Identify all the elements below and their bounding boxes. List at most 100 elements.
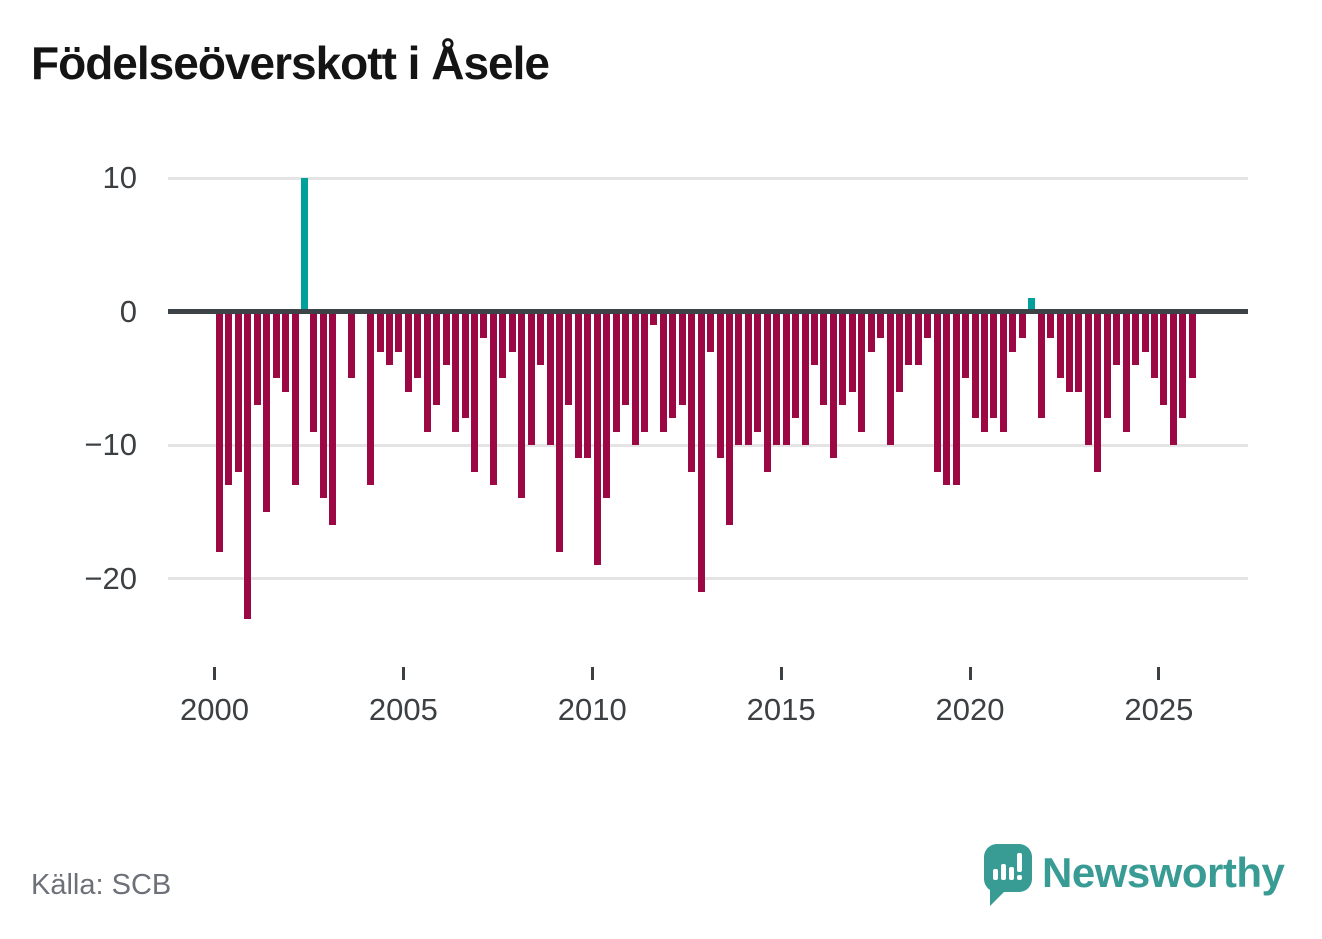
bar-2020Q3 — [990, 311, 998, 419]
bar-2023Q1 — [1084, 311, 1092, 445]
bar-2024Q1 — [1122, 311, 1130, 432]
bar-2024Q2 — [1132, 311, 1140, 365]
bar-2016Q3 — [839, 311, 847, 405]
bar-2005Q2 — [414, 311, 422, 379]
y-axis-tick-label: 10 — [102, 160, 137, 195]
bar-2019Q3 — [952, 311, 960, 486]
bar-2016Q2 — [829, 311, 837, 459]
bar-2020Q4 — [999, 311, 1007, 432]
bar-2012Q1 — [669, 311, 677, 419]
bar-2018Q2 — [905, 311, 913, 365]
bar-2006Q2 — [452, 311, 460, 432]
bar-2008Q2 — [527, 311, 535, 445]
bar-2011Q1 — [631, 311, 639, 445]
bar-2015Q3 — [801, 311, 809, 445]
bar-2022Q1 — [1047, 311, 1055, 339]
bar-2001Q3 — [272, 311, 280, 379]
x-axis-tick-label: 2020 — [935, 692, 1005, 727]
bar-2007Q2 — [489, 311, 497, 486]
bar-2017Q1 — [858, 311, 866, 432]
y-axis-tick-label: −10 — [84, 427, 137, 462]
bar-2005Q3 — [423, 311, 431, 432]
bar-2008Q1 — [518, 311, 526, 499]
bar-2009Q4 — [584, 311, 592, 459]
bar-2014Q3 — [763, 311, 771, 472]
bar-2010Q3 — [612, 311, 620, 432]
bar-2002Q1 — [291, 311, 299, 486]
bar-2004Q2 — [376, 311, 384, 352]
bar-2025Q2 — [1169, 311, 1177, 445]
bar-2003Q1 — [329, 311, 337, 526]
bar-2021Q3 — [1028, 298, 1036, 312]
logo-bar-2 — [1001, 864, 1006, 880]
bar-2007Q3 — [499, 311, 507, 379]
bar-2009Q3 — [574, 311, 582, 459]
bar-2012Q3 — [688, 311, 696, 472]
logo-bar-3 — [1009, 867, 1014, 880]
x-axis-tick-label: 2010 — [557, 692, 627, 727]
bar-2002Q4 — [319, 311, 327, 499]
bar-2014Q2 — [754, 311, 762, 432]
logo-bubble-tail — [990, 890, 1006, 906]
bar-2021Q4 — [1037, 311, 1045, 419]
bar-2004Q3 — [385, 311, 393, 365]
bar-2013Q3 — [725, 311, 733, 526]
bar-2021Q1 — [1009, 311, 1017, 352]
bar-2020Q2 — [980, 311, 988, 432]
bar-2025Q1 — [1160, 311, 1168, 405]
x-axis-tick-mark — [213, 667, 216, 680]
source-caption: Källa: SCB — [31, 869, 172, 901]
bar-2022Q4 — [1075, 311, 1083, 392]
x-axis-tick-mark — [590, 667, 594, 680]
bar-2005Q1 — [404, 311, 412, 392]
bar-2010Q4 — [622, 311, 630, 405]
bar-2002Q3 — [310, 311, 318, 432]
bar-2011Q4 — [659, 311, 667, 432]
bar-2007Q4 — [508, 311, 516, 352]
bar-2001Q1 — [253, 311, 261, 405]
x-axis-tick-mark — [779, 667, 783, 680]
logo-exclamation-dot — [1017, 875, 1022, 880]
bar-2004Q1 — [367, 311, 375, 486]
x-axis-tick-mark — [1157, 667, 1161, 680]
bar-2012Q4 — [697, 311, 705, 592]
bar-2008Q3 — [537, 311, 545, 365]
chart-title: Födelseöverskott i Åsele — [31, 37, 550, 89]
bar-2018Q1 — [895, 311, 903, 392]
bar-2000Q1 — [216, 311, 223, 552]
bar-2006Q3 — [461, 311, 469, 419]
newsworthy-speech-bubble-chart-icon — [984, 844, 1032, 892]
bar-2024Q3 — [1141, 311, 1149, 352]
bar-2022Q3 — [1065, 311, 1073, 392]
bar-2001Q4 — [282, 311, 290, 392]
bar-2020Q1 — [971, 311, 979, 419]
bar-2022Q2 — [1056, 311, 1064, 379]
bar-2013Q2 — [716, 311, 724, 459]
bar-2013Q1 — [707, 311, 715, 352]
bar-2018Q4 — [924, 311, 932, 339]
bar-2002Q2 — [300, 178, 308, 312]
bar-2023Q2 — [1094, 311, 1102, 472]
bar-2023Q4 — [1113, 311, 1121, 365]
bar-2023Q3 — [1103, 311, 1111, 419]
bar-2011Q2 — [640, 311, 648, 432]
bar-2015Q1 — [782, 311, 790, 445]
bar-2012Q2 — [678, 311, 686, 405]
bar-2008Q4 — [546, 311, 554, 445]
gridline-y--10 — [168, 443, 1248, 447]
x-axis-tick-mark — [968, 667, 972, 680]
bar-2006Q4 — [470, 311, 478, 472]
zero-axis-line — [168, 309, 1248, 314]
bar-2016Q4 — [848, 311, 856, 392]
bar-2007Q1 — [480, 311, 488, 339]
gridline-y--20 — [168, 577, 1248, 580]
x-axis-tick-label: 2005 — [368, 692, 438, 727]
bar-2017Q2 — [867, 311, 875, 352]
bar-2017Q4 — [886, 311, 894, 445]
bar-2015Q4 — [810, 311, 818, 365]
bar-2004Q4 — [395, 311, 403, 352]
bar-2021Q2 — [1018, 311, 1026, 339]
x-axis-tick-mark — [401, 667, 405, 680]
newsworthy-logo: Newsworthy — [984, 842, 1294, 912]
